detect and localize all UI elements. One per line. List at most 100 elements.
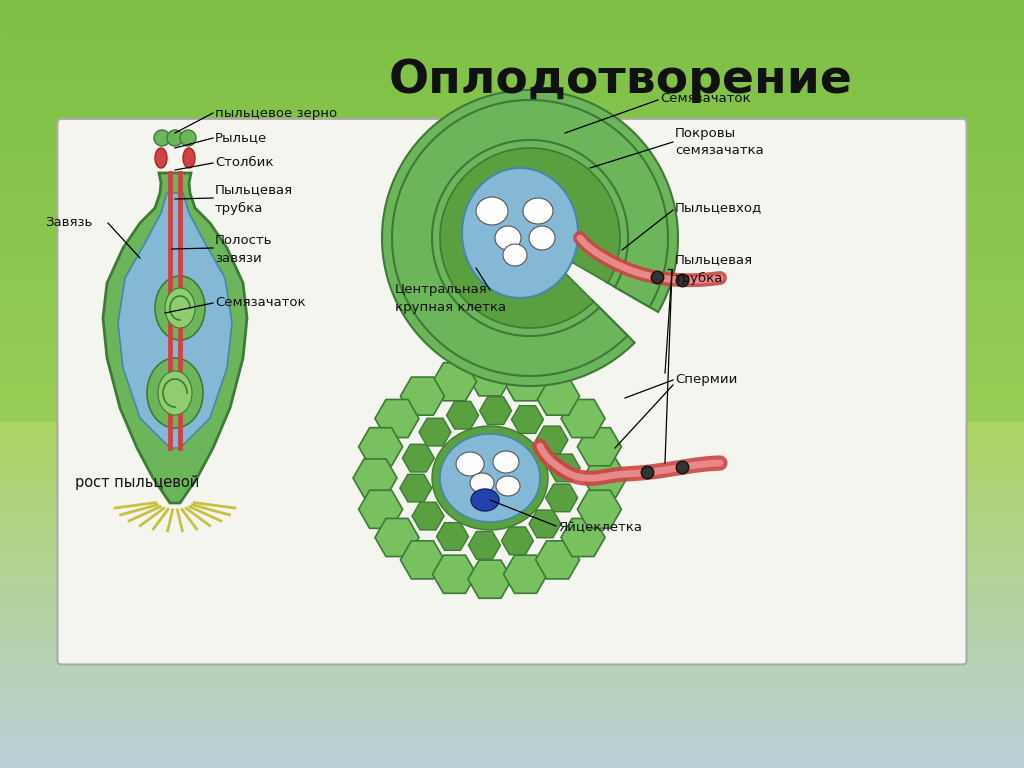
Polygon shape <box>183 148 195 168</box>
Polygon shape <box>167 130 183 146</box>
Polygon shape <box>432 426 548 530</box>
Polygon shape <box>446 402 478 429</box>
Bar <box>0 346 1024 359</box>
Bar <box>0 141 1024 154</box>
Bar <box>0 371 1024 384</box>
Polygon shape <box>180 130 196 146</box>
Text: Полость: Полость <box>215 233 272 247</box>
Text: Семязачаток: Семязачаток <box>660 91 751 104</box>
Bar <box>0 38 1024 51</box>
Bar <box>0 576 1024 589</box>
Bar <box>0 269 1024 282</box>
Text: завязи: завязи <box>215 251 262 264</box>
Bar <box>0 102 1024 115</box>
Polygon shape <box>468 358 512 396</box>
Bar <box>0 589 1024 601</box>
Polygon shape <box>546 484 578 511</box>
Text: Пыльцевход: Пыльцевход <box>675 201 762 214</box>
Polygon shape <box>103 173 247 503</box>
Bar <box>0 167 1024 179</box>
Bar <box>0 51 1024 64</box>
Polygon shape <box>358 490 402 528</box>
Polygon shape <box>412 502 444 530</box>
Text: семязачатка: семязачатка <box>675 144 764 157</box>
Polygon shape <box>155 148 167 168</box>
Bar <box>0 409 1024 422</box>
Polygon shape <box>529 226 555 250</box>
Bar <box>0 282 1024 294</box>
Polygon shape <box>440 434 540 522</box>
Bar <box>0 512 1024 525</box>
Text: трубка: трубка <box>675 271 723 284</box>
Polygon shape <box>158 371 193 415</box>
Text: Спермии: Спермии <box>675 373 737 386</box>
Bar <box>0 486 1024 499</box>
Bar <box>0 25 1024 38</box>
Bar <box>0 601 1024 614</box>
Text: Семязачаток: Семязачаток <box>215 296 305 310</box>
Polygon shape <box>468 560 512 598</box>
Polygon shape <box>470 473 494 493</box>
Text: пыльцевое зерно: пыльцевое зерно <box>215 107 337 120</box>
Polygon shape <box>382 90 678 386</box>
Polygon shape <box>118 193 232 448</box>
Bar <box>0 755 1024 768</box>
Bar <box>0 205 1024 217</box>
Bar <box>0 461 1024 474</box>
Bar <box>0 563 1024 576</box>
Polygon shape <box>462 168 578 298</box>
Text: рост пыльцевой: рост пыльцевой <box>75 475 200 491</box>
Polygon shape <box>375 399 419 438</box>
Polygon shape <box>476 197 508 225</box>
Polygon shape <box>353 459 397 497</box>
FancyBboxPatch shape <box>57 119 967 664</box>
Text: Столбик: Столбик <box>215 157 273 170</box>
Bar <box>0 614 1024 627</box>
Polygon shape <box>402 444 434 472</box>
Polygon shape <box>436 522 469 551</box>
Polygon shape <box>536 377 580 415</box>
Polygon shape <box>440 148 620 328</box>
Bar <box>0 384 1024 397</box>
Polygon shape <box>578 490 622 528</box>
Bar <box>0 397 1024 409</box>
Bar <box>0 115 1024 128</box>
Bar <box>0 640 1024 653</box>
Text: Покровы: Покровы <box>675 127 736 140</box>
Text: трубка: трубка <box>215 201 263 214</box>
Polygon shape <box>392 100 668 376</box>
Bar <box>0 243 1024 256</box>
Polygon shape <box>165 288 195 328</box>
Polygon shape <box>155 276 205 340</box>
Bar <box>0 666 1024 678</box>
Bar <box>0 704 1024 717</box>
Polygon shape <box>504 555 548 594</box>
Bar <box>0 128 1024 141</box>
Bar <box>0 294 1024 307</box>
Text: Оплодотворение: Оплодотворение <box>389 58 853 103</box>
Polygon shape <box>154 130 170 146</box>
Bar <box>0 179 1024 192</box>
Text: Завязь: Завязь <box>45 217 92 230</box>
Text: Рыльце: Рыльце <box>215 131 267 144</box>
Polygon shape <box>536 541 580 579</box>
Polygon shape <box>504 362 548 401</box>
Polygon shape <box>583 459 627 497</box>
Text: крупная клетка: крупная клетка <box>395 302 506 315</box>
Bar <box>0 192 1024 205</box>
Bar <box>0 538 1024 551</box>
Bar <box>0 474 1024 486</box>
Bar <box>0 717 1024 730</box>
Polygon shape <box>399 474 432 502</box>
Polygon shape <box>432 362 476 401</box>
Polygon shape <box>358 428 402 465</box>
Bar <box>0 13 1024 25</box>
Polygon shape <box>456 452 484 476</box>
Polygon shape <box>419 419 451 446</box>
Bar <box>0 90 1024 102</box>
Polygon shape <box>548 454 581 482</box>
Bar <box>0 678 1024 691</box>
Polygon shape <box>578 428 622 465</box>
Bar <box>0 743 1024 755</box>
Bar <box>0 730 1024 743</box>
